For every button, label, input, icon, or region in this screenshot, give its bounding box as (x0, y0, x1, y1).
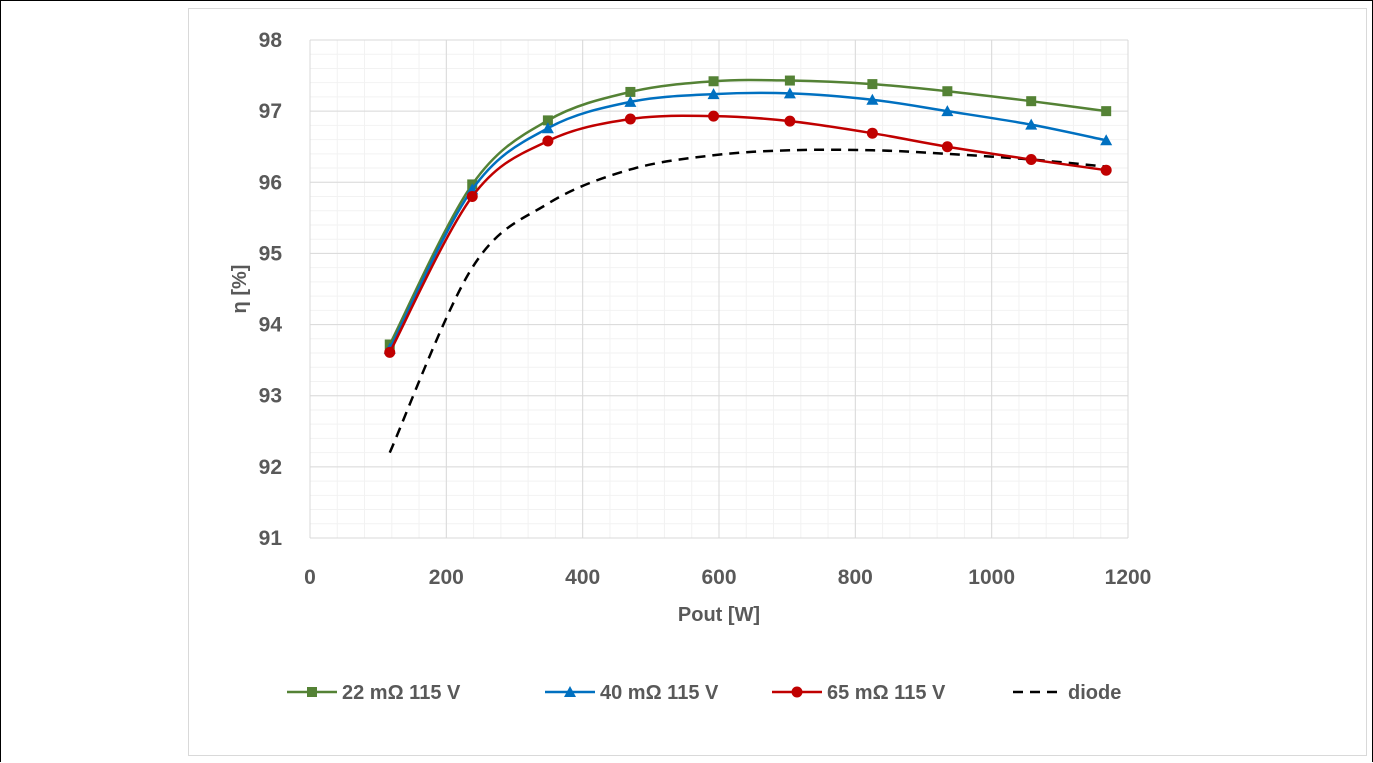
y-tick-label: 97 (259, 100, 282, 123)
data-point-22-m-115-v (542, 115, 553, 126)
y-axis-ticks: 91 92 93 94 95 96 97 98 (259, 29, 283, 550)
legend-marker-22-m-115-v (307, 687, 317, 697)
series-65-m-115-v (384, 110, 1112, 358)
series-line-diode (388, 148, 1107, 454)
data-point-40-m-115-v (624, 95, 637, 107)
data-point-22-m-115-v (1101, 106, 1112, 117)
data-point-22-m-115-v (942, 86, 953, 97)
x-tick-label: 600 (701, 566, 736, 589)
legend-item-diode: diode (1013, 682, 1121, 704)
legend-label-diode: diode (1068, 682, 1121, 704)
data-point-40-m-115-v (941, 105, 954, 117)
data-point-22-m-115-v (1026, 96, 1037, 107)
chart-area (188, 8, 1367, 756)
legend-label-65-m-115-v: 65 mΩ 115 V (827, 682, 946, 704)
x-tick-label: 400 (565, 566, 600, 589)
data-point-22-m-115-v (625, 86, 636, 97)
x-tick-label: 1200 (1105, 566, 1152, 589)
data-point-65-m-115-v (1100, 164, 1112, 176)
legend: 22 mΩ 115 V 40 mΩ 115 V 65 mΩ 115 V diode (287, 682, 1121, 704)
legend-item-65-m-115-v: 65 mΩ 115 V (772, 682, 946, 704)
data-point-65-m-115-v (784, 115, 796, 127)
legend-marker-40-m-115-v (564, 686, 576, 697)
data-point-40-m-115-v (866, 93, 879, 105)
y-tick-label: 91 (259, 527, 283, 550)
y-tick-label: 94 (259, 314, 283, 337)
series-line-40-m-115-v (388, 91, 1107, 350)
x-axis-title: Pout [W] (678, 604, 760, 626)
series-diode (388, 148, 1107, 454)
x-tick-label: 200 (429, 566, 464, 589)
data-point-65-m-115-v (708, 110, 720, 122)
series-line-22-m-115-v (388, 78, 1107, 346)
data-point-40-m-115-v (1100, 134, 1113, 146)
data-point-22-m-115-v (784, 75, 795, 86)
x-tick-label: 1000 (968, 566, 1015, 589)
data-point-65-m-115-v (1025, 154, 1037, 166)
legend-item-22-m-115-v: 22 mΩ 115 V (287, 682, 461, 704)
series-line-65-m-115-v (388, 114, 1107, 353)
data-point-40-m-115-v (783, 87, 796, 99)
data-point-65-m-115-v (384, 346, 396, 358)
data-point-40-m-115-v (1025, 118, 1038, 130)
data-point-40-m-115-v (707, 88, 720, 100)
y-tick-label: 92 (259, 456, 282, 479)
x-tick-label: 0 (304, 566, 316, 589)
series-40-m-115-v (383, 87, 1113, 354)
data-point-65-m-115-v (866, 127, 878, 139)
y-tick-label: 98 (259, 29, 283, 52)
x-axis-ticks: 0 200 400 600 800 1000 1200 (304, 566, 1151, 589)
legend-label-40-m-115-v: 40 mΩ 115 V (600, 682, 719, 704)
y-tick-label: 96 (259, 171, 282, 194)
data-point-65-m-115-v (542, 135, 554, 147)
data-point-65-m-115-v (624, 113, 636, 125)
y-tick-label: 95 (259, 242, 283, 265)
legend-item-40-m-115-v: 40 mΩ 115 V (545, 682, 719, 704)
data-point-22-m-115-v (867, 79, 878, 90)
y-tick-label: 93 (259, 385, 282, 408)
data-point-22-m-115-v (708, 76, 719, 87)
major-gridlines (309, 39, 1129, 539)
y-axis-title: η [%] (229, 265, 251, 314)
data-point-65-m-115-v (941, 141, 953, 153)
x-tick-label: 800 (838, 566, 873, 589)
series-layer (383, 75, 1113, 454)
data-point-40-m-115-v (541, 122, 554, 134)
legend-label-22-m-115-v: 22 mΩ 115 V (342, 682, 461, 704)
legend-marker-65-m-115-v (791, 686, 803, 698)
data-point-65-m-115-v (466, 191, 478, 203)
